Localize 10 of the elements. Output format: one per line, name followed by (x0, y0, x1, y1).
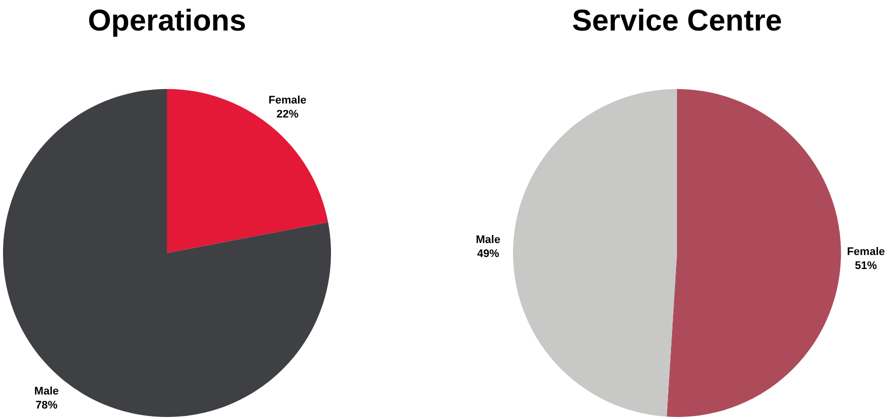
data-label: 22% (276, 108, 299, 120)
slice-label: Male (476, 234, 500, 246)
slice-label: Male (34, 386, 59, 398)
chart-title: Operations (88, 4, 246, 38)
data-label: 51% (854, 260, 878, 272)
data-label: 78% (36, 400, 58, 412)
slice-label: Female (268, 94, 306, 106)
slice-label: Female (846, 246, 885, 258)
chart-title: Service Centre (572, 4, 782, 38)
data-label: 49% (477, 248, 500, 260)
